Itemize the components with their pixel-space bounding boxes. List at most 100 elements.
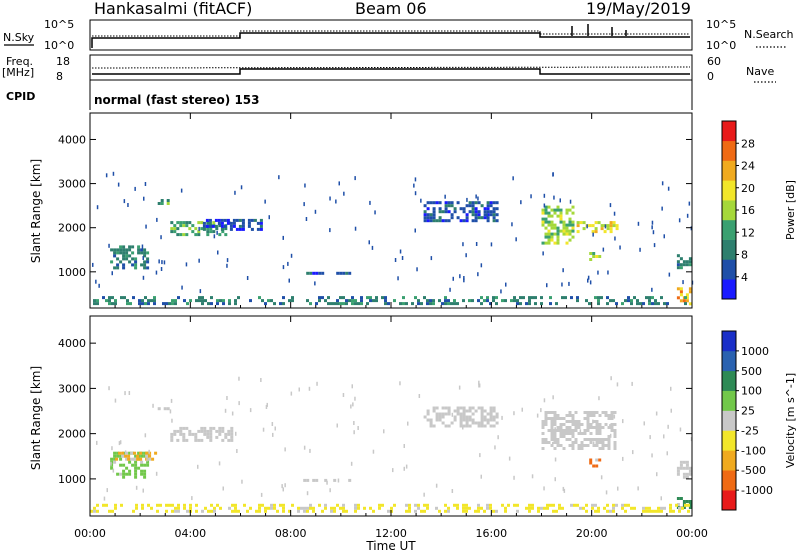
velocity-cell xyxy=(183,503,186,507)
nsky-panel: N.Sky 10^5 10^0 N.Search 10^5 10^0 xyxy=(3,18,794,52)
power-cell xyxy=(438,201,442,205)
power-echo xyxy=(587,275,590,280)
power-cell xyxy=(201,296,204,300)
power-cell xyxy=(170,230,174,234)
power-cell xyxy=(336,299,339,303)
power-cell xyxy=(462,299,465,303)
velocity-cell xyxy=(580,441,584,444)
velocity-cell xyxy=(576,503,579,507)
power-echo xyxy=(156,217,158,222)
power-cell xyxy=(474,207,478,211)
velocity-cell xyxy=(577,447,581,450)
power-region xyxy=(110,245,150,270)
power-cell xyxy=(223,218,227,222)
power-cell xyxy=(432,210,436,214)
power-cell xyxy=(483,210,487,214)
velocity-cell xyxy=(459,421,463,425)
velocity-cell xyxy=(547,411,551,414)
velocity-cell xyxy=(156,509,159,513)
power-cell xyxy=(444,207,448,211)
power-echo xyxy=(637,221,640,226)
power-echo xyxy=(688,201,691,206)
velocity-cell xyxy=(492,409,496,413)
velocity-cell xyxy=(568,432,572,435)
velocity-cell xyxy=(562,429,566,432)
velocity-cell xyxy=(128,460,132,464)
power-cell xyxy=(576,230,580,234)
power-cell xyxy=(259,224,263,228)
velocity-cell xyxy=(633,506,636,510)
power-cell xyxy=(173,224,177,228)
velocity-cell xyxy=(116,454,120,458)
velocity-cell xyxy=(468,506,471,510)
velocity-cell xyxy=(541,438,545,441)
velocity-cell xyxy=(459,412,463,416)
power-cell xyxy=(138,299,141,303)
power-region xyxy=(576,221,619,234)
velocity-x-tick-label: 00:00 xyxy=(676,527,708,540)
velocity-cell xyxy=(553,411,557,414)
velocity-echo xyxy=(405,464,408,469)
velocity-cell xyxy=(143,469,147,473)
velocity-cell xyxy=(227,432,231,436)
velocity-cell xyxy=(300,506,303,510)
velocity-echo xyxy=(663,434,665,439)
power-cell xyxy=(208,224,212,228)
velocity-data xyxy=(90,376,693,513)
power-cell xyxy=(492,207,496,211)
velocity-echo xyxy=(118,441,121,446)
velocity-cell xyxy=(595,441,599,444)
velocity-cell xyxy=(610,429,614,432)
velocity-echo xyxy=(451,412,454,417)
power-cell xyxy=(205,218,209,222)
power-echo xyxy=(553,195,555,200)
velocity-cell xyxy=(489,406,493,410)
velocity-echo xyxy=(403,466,405,471)
velocity-cell xyxy=(489,412,493,416)
power-echo xyxy=(264,199,266,204)
velocity-echo xyxy=(170,398,173,403)
power-echo xyxy=(592,232,594,237)
power-cell xyxy=(633,296,636,300)
power-echo xyxy=(639,247,641,252)
power-cell xyxy=(471,204,475,208)
velocity-echo xyxy=(540,408,542,413)
power-cell xyxy=(553,211,557,215)
velocity-echo xyxy=(298,387,300,392)
velocity-cell xyxy=(613,411,617,414)
power-cell xyxy=(486,219,490,223)
power-cell xyxy=(541,241,545,245)
velocity-echo xyxy=(284,447,286,452)
power-cell xyxy=(547,232,551,236)
velocity-cell xyxy=(556,426,560,429)
power-region xyxy=(676,287,692,306)
velocity-cell xyxy=(309,503,312,507)
velocity-cell xyxy=(571,447,575,450)
power-cell xyxy=(330,302,333,306)
power-cell xyxy=(166,199,170,202)
power-echo xyxy=(198,258,200,263)
power-cell xyxy=(222,302,225,306)
power-cell xyxy=(688,257,692,261)
velocity-cell xyxy=(669,506,672,510)
velocity-echo xyxy=(609,424,611,429)
power-cell xyxy=(122,251,126,255)
power-cell xyxy=(182,221,186,225)
power-cell xyxy=(444,210,448,214)
power-cell xyxy=(556,214,560,218)
velocity-cell xyxy=(603,506,606,510)
power-echo xyxy=(397,276,399,281)
velocity-cell xyxy=(140,463,144,467)
power-cell xyxy=(486,204,490,208)
velocity-cell xyxy=(675,503,678,507)
velocity-cell xyxy=(550,420,554,423)
power-cell xyxy=(235,218,239,222)
power-echo xyxy=(343,191,345,196)
velocity-cell xyxy=(230,426,234,430)
power-cell xyxy=(612,221,616,225)
velocity-y-tick-label: 4000 xyxy=(58,337,86,350)
velocity-echo xyxy=(632,450,634,455)
power-cell xyxy=(131,263,135,267)
power-echo xyxy=(430,256,433,261)
power-cell xyxy=(450,213,454,217)
